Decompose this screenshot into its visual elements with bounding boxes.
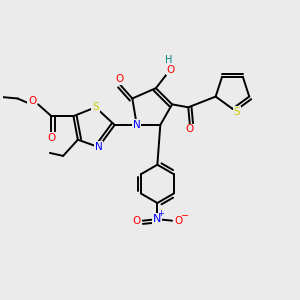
Text: +: + xyxy=(158,209,164,218)
Text: N: N xyxy=(153,214,161,224)
Text: S: S xyxy=(233,107,240,117)
Text: O: O xyxy=(186,124,194,134)
Text: O: O xyxy=(115,74,123,84)
Text: N: N xyxy=(94,142,102,152)
Text: N: N xyxy=(133,120,141,130)
Text: O: O xyxy=(174,216,183,226)
Text: O: O xyxy=(47,133,56,143)
Text: O: O xyxy=(28,96,36,106)
Text: O: O xyxy=(133,216,141,226)
Text: O: O xyxy=(167,64,175,75)
Text: S: S xyxy=(92,102,99,112)
Text: H: H xyxy=(165,55,172,64)
Text: −: − xyxy=(181,211,189,221)
